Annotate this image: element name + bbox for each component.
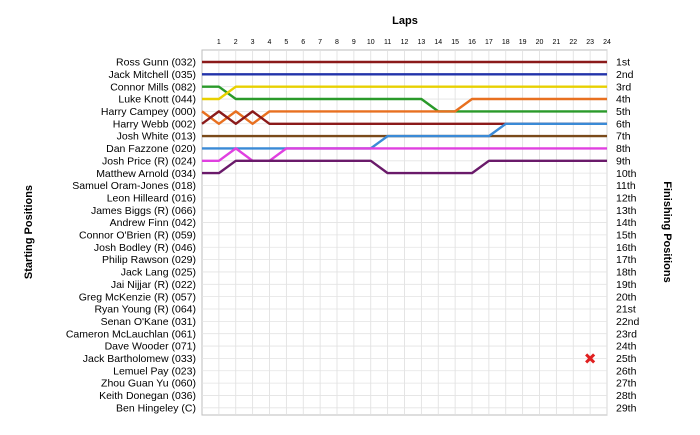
lap-tick-label: 3: [251, 39, 255, 46]
finish-position-label: 26th: [616, 365, 637, 377]
finish-position-label: 20th: [616, 291, 637, 303]
finish-position-label: 29th: [616, 402, 637, 414]
driver-label: James Biggs (R) (066): [91, 205, 196, 217]
lap-tick-label: 20: [536, 39, 544, 46]
lap-tick-label: 7: [318, 39, 322, 46]
driver-label: Ross Gunn (032): [116, 57, 196, 69]
driver-label: Josh Bodley (R) (046): [94, 242, 196, 254]
lap-tick-label: 24: [603, 39, 611, 46]
finish-position-label: 24th: [616, 341, 637, 353]
driver-label: Keith Donegan (036): [99, 390, 196, 402]
finish-position-label: 25th: [616, 353, 637, 365]
driver-label: Senan O'Kane (031): [101, 316, 196, 328]
retirement-x-stroke: [585, 353, 596, 364]
finish-position-label: 23rd: [616, 328, 637, 340]
lap-tick-label: 18: [502, 39, 510, 46]
driver-label: Zhou Guan Yu (060): [101, 378, 196, 390]
finish-position-label: 1st: [616, 57, 630, 69]
driver-label: Leon Hilleard (016): [107, 192, 196, 204]
lap-tick-label: 12: [401, 39, 409, 46]
finish-position-label: 14th: [616, 217, 637, 229]
lap-tick-label: 2: [234, 39, 238, 46]
retirement-x-icon: [585, 353, 596, 364]
lap-tick-label: 21: [552, 39, 560, 46]
driver-label: Jack Lang (025): [121, 267, 196, 279]
finish-position-label: 21st: [616, 304, 636, 316]
finish-position-label: 2nd: [616, 69, 634, 81]
finish-position-label: 4th: [616, 94, 631, 106]
driver-label: Dave Wooder (071): [105, 341, 196, 353]
driver-position-line: [202, 122, 607, 150]
right-axis-title: Finishing Positions: [661, 181, 673, 282]
driver-label: Harry Webb (002): [113, 118, 196, 130]
lap-tick-label: 9: [352, 39, 356, 46]
lap-tick-label: 22: [569, 39, 577, 46]
finish-position-label: 6th: [616, 118, 631, 130]
finish-position-label: 19th: [616, 279, 637, 291]
lap-tick-label: 19: [519, 39, 527, 46]
driver-label: Luke Knott (044): [118, 94, 196, 106]
lap-tick-label: 10: [367, 39, 375, 46]
driver-label: Philip Rawson (029): [102, 254, 196, 266]
driver-label: Cameron McLauchlan (061): [66, 328, 196, 340]
finish-position-label: 8th: [616, 143, 631, 155]
driver-label: Harry Campey (000): [101, 106, 196, 118]
finish-position-label: 12th: [616, 192, 637, 204]
lap-tick-label: 14: [434, 39, 442, 46]
finish-position-label: 18th: [616, 267, 637, 279]
finish-position-label: 17th: [616, 254, 637, 266]
driver-label: Connor Mills (082): [110, 81, 196, 93]
driver-label: Ben Hingeley (C): [116, 402, 196, 414]
lap-tick-label: 13: [417, 39, 425, 46]
chart-labels: 1 2 3 4 5 6 7 8 9 10 11 12 13 14 15 16 17 18 19 20 21 22 23 24R…: [66, 39, 640, 414]
lap-tick-label: 4: [268, 39, 272, 46]
driver-label: Connor O'Brien (R) (059): [79, 230, 196, 242]
driver-position-line: [201, 97, 607, 126]
lap-tick-label: 11: [384, 39, 391, 46]
driver-label: Andrew Finn (042): [110, 217, 196, 229]
driver-label: Greg McKenzie (R) (057): [79, 291, 196, 303]
driver-label: Jai Nijjar (R) (022): [111, 279, 196, 291]
driver-label: Lemuel Pay (023): [113, 365, 196, 377]
finish-position-label: 22nd: [616, 316, 640, 328]
driver-position-line: [202, 85, 607, 101]
lap-tick-label: 15: [451, 39, 459, 46]
driver-label: Dan Fazzone (020): [106, 143, 196, 155]
lap-tick-label: 8: [335, 39, 339, 46]
finish-position-label: 3rd: [616, 81, 631, 93]
lap-tick-label: 23: [586, 39, 594, 46]
finish-position-label: 27th: [616, 378, 637, 390]
finish-position-label: 11th: [616, 180, 636, 192]
finish-position-label: 13th: [616, 205, 637, 217]
chart-grid: [201, 49, 608, 416]
driver-label: Jack Mitchell (035): [108, 69, 196, 81]
driver-label: Josh Price (R) (024): [102, 155, 196, 167]
driver-label: Matthew Arnold (034): [96, 168, 196, 180]
lap-tick-label: 5: [284, 39, 288, 46]
driver-position-line: [202, 159, 607, 175]
driver-label: Jack Bartholomew (033): [83, 353, 196, 365]
finish-position-label: 7th: [616, 131, 631, 143]
series-lines: [201, 60, 607, 364]
finish-position-label: 15th: [616, 230, 637, 242]
lap-tick-label: 17: [485, 39, 493, 46]
x-axis-title: Laps: [392, 15, 418, 27]
driver-label: Josh White (013): [117, 131, 196, 143]
driver-label: Ryan Young (R) (064): [94, 304, 196, 316]
left-axis-title: Starting Positions: [23, 185, 35, 279]
driver-position-line: [202, 85, 607, 113]
finish-position-label: 5th: [616, 106, 631, 118]
finish-position-label: 9th: [616, 155, 631, 167]
finish-position-label: 10th: [616, 168, 637, 180]
lap-tick-label: 1: [217, 39, 221, 46]
lap-tick-label: 16: [468, 39, 476, 46]
lap-tick-label: 6: [301, 39, 305, 46]
driver-label: Samuel Oram-Jones (018): [72, 180, 196, 192]
finish-position-label: 28th: [616, 390, 637, 402]
finish-position-label: 16th: [616, 242, 637, 254]
